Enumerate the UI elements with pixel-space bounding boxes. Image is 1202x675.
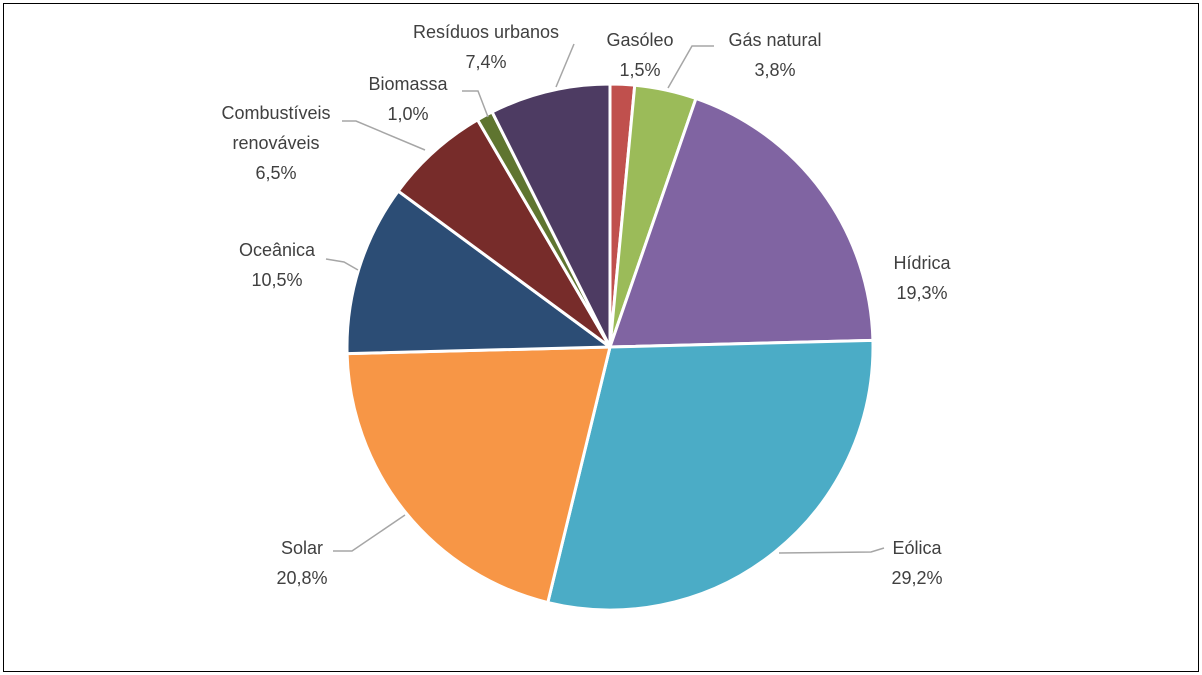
leader-line-combustiveis-renovaveis: [342, 120, 426, 151]
pie-slice-eolica: [546, 338, 875, 612]
pie-slices: [345, 82, 875, 612]
leader-line-solar: [333, 514, 406, 552]
pie-slice-solar: [345, 345, 612, 605]
leader-line-gas-natural: [667, 45, 714, 89]
pie-slice-residuos-urbanos: [490, 82, 612, 349]
leader-line-eolica: [778, 547, 885, 554]
leader-line-residuos-urbanos: [555, 43, 575, 88]
leader-lines: [325, 43, 885, 554]
leader-line-biomassa: [462, 90, 489, 118]
pie-slice-oceanica: [345, 189, 612, 356]
leader-line-oceanica: [325, 258, 359, 271]
pie-slice-hidrica: [608, 96, 875, 349]
